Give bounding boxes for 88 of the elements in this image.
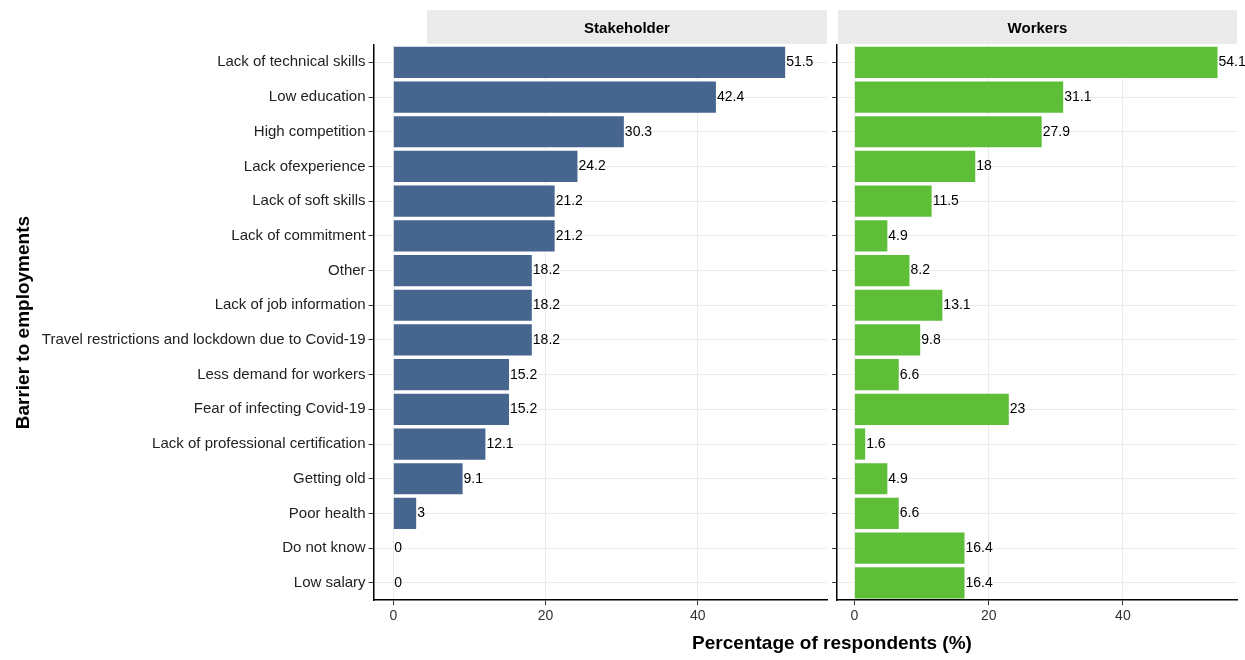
data-label: 15.2 [509,400,538,417]
y-tick-label: Lack ofexperience [243,156,366,174]
data-label: 6.6 [899,365,920,382]
data-label: 4.9 [888,469,909,486]
y-tick-label: Low education [268,87,366,105]
bar [854,428,866,460]
bar [393,324,532,356]
x-tick-label: 40 [689,607,706,624]
y-axis-title: Barrier to employments [11,215,33,430]
bar [854,532,965,564]
y-tick-label: Lack of commitment [231,225,367,243]
data-label: 3 [417,504,426,521]
y-tick-label: High competition [253,121,366,139]
data-label: 24.2 [578,157,606,174]
data-label: 1.6 [866,434,886,451]
data-label: 21.2 [555,226,584,243]
bar [393,220,555,252]
data-label: 54.1 [1218,53,1245,70]
data-label: 12.1 [486,434,514,451]
bar [393,463,463,495]
data-label: 23 [1009,400,1026,417]
bar [393,116,624,148]
bar [854,185,932,217]
bar [393,393,509,425]
data-label: 51.5 [786,53,814,70]
data-label: 18.2 [532,330,561,347]
data-label: 27.9 [1042,122,1071,139]
bar [854,497,899,530]
bar [854,324,921,356]
data-label: 4.9 [888,226,909,243]
bar [854,254,910,287]
chart-title: Stakeholder [427,10,827,44]
bar [854,116,1042,148]
data-label: 30.3 [624,122,653,139]
data-label: 15.2 [509,365,538,382]
bar [393,359,509,391]
x-tick-label: 0 [389,607,398,624]
data-label: 16.4 [965,573,993,590]
data-label: 8.2 [910,261,931,278]
bar [393,150,578,183]
bar [854,150,976,183]
data-label: 18.2 [532,261,561,278]
data-label: 16.4 [965,539,993,556]
bar [854,220,888,252]
bar [393,254,532,287]
y-tick-label: Low salary [293,572,367,590]
y-tick-label: Fear of infecting Covid-19 [193,399,366,417]
y-tick-label: Lack of soft skills [252,191,366,209]
bar [393,428,486,460]
x-axis-title: Percentage of respondents (%) [691,632,973,654]
data-label: 21.2 [555,192,584,209]
bar [393,185,555,217]
bar [393,81,716,113]
data-label: 9.1 [463,469,484,486]
y-tick-label: Other [328,260,366,278]
bar [393,46,786,78]
data-label: 31.1 [1064,87,1092,104]
bar [854,46,1218,78]
y-tick-label: Lack of technical skills [217,52,366,70]
y-tick-label: Travel restrictions and lockdown due to Covid-19 [41,330,366,348]
data-label: 42.4 [716,87,745,104]
x-tick-label: 20 [980,607,997,624]
bar [854,81,1064,113]
bar [393,497,417,530]
y-tick-label: Less demand for workers [197,364,366,382]
y-tick-label: Lack of professional certification [152,434,366,452]
data-label: 0 [394,573,403,590]
bar [854,463,888,495]
y-tick-label: Do not know [282,538,366,556]
data-label: 18 [976,157,993,174]
data-label: 18.2 [532,296,561,313]
bar [854,567,965,599]
y-tick-label: Lack of job information [214,295,366,313]
x-tick-label: 40 [1115,607,1131,624]
bar [854,359,899,391]
x-tick-label: 0 [850,607,859,624]
bar [393,289,532,321]
data-label: 9.8 [921,330,941,347]
y-tick-label: Poor health [288,503,366,521]
data-label: 11.5 [932,192,960,209]
bar [854,393,1009,425]
x-tick-label: 20 [537,607,554,624]
data-label: 13.1 [943,296,971,313]
bar [854,289,943,321]
chart-title: Workers [838,10,1237,44]
data-label: 6.6 [899,504,920,521]
data-label: 0 [394,539,403,556]
y-tick-label: Getting old [293,468,366,486]
